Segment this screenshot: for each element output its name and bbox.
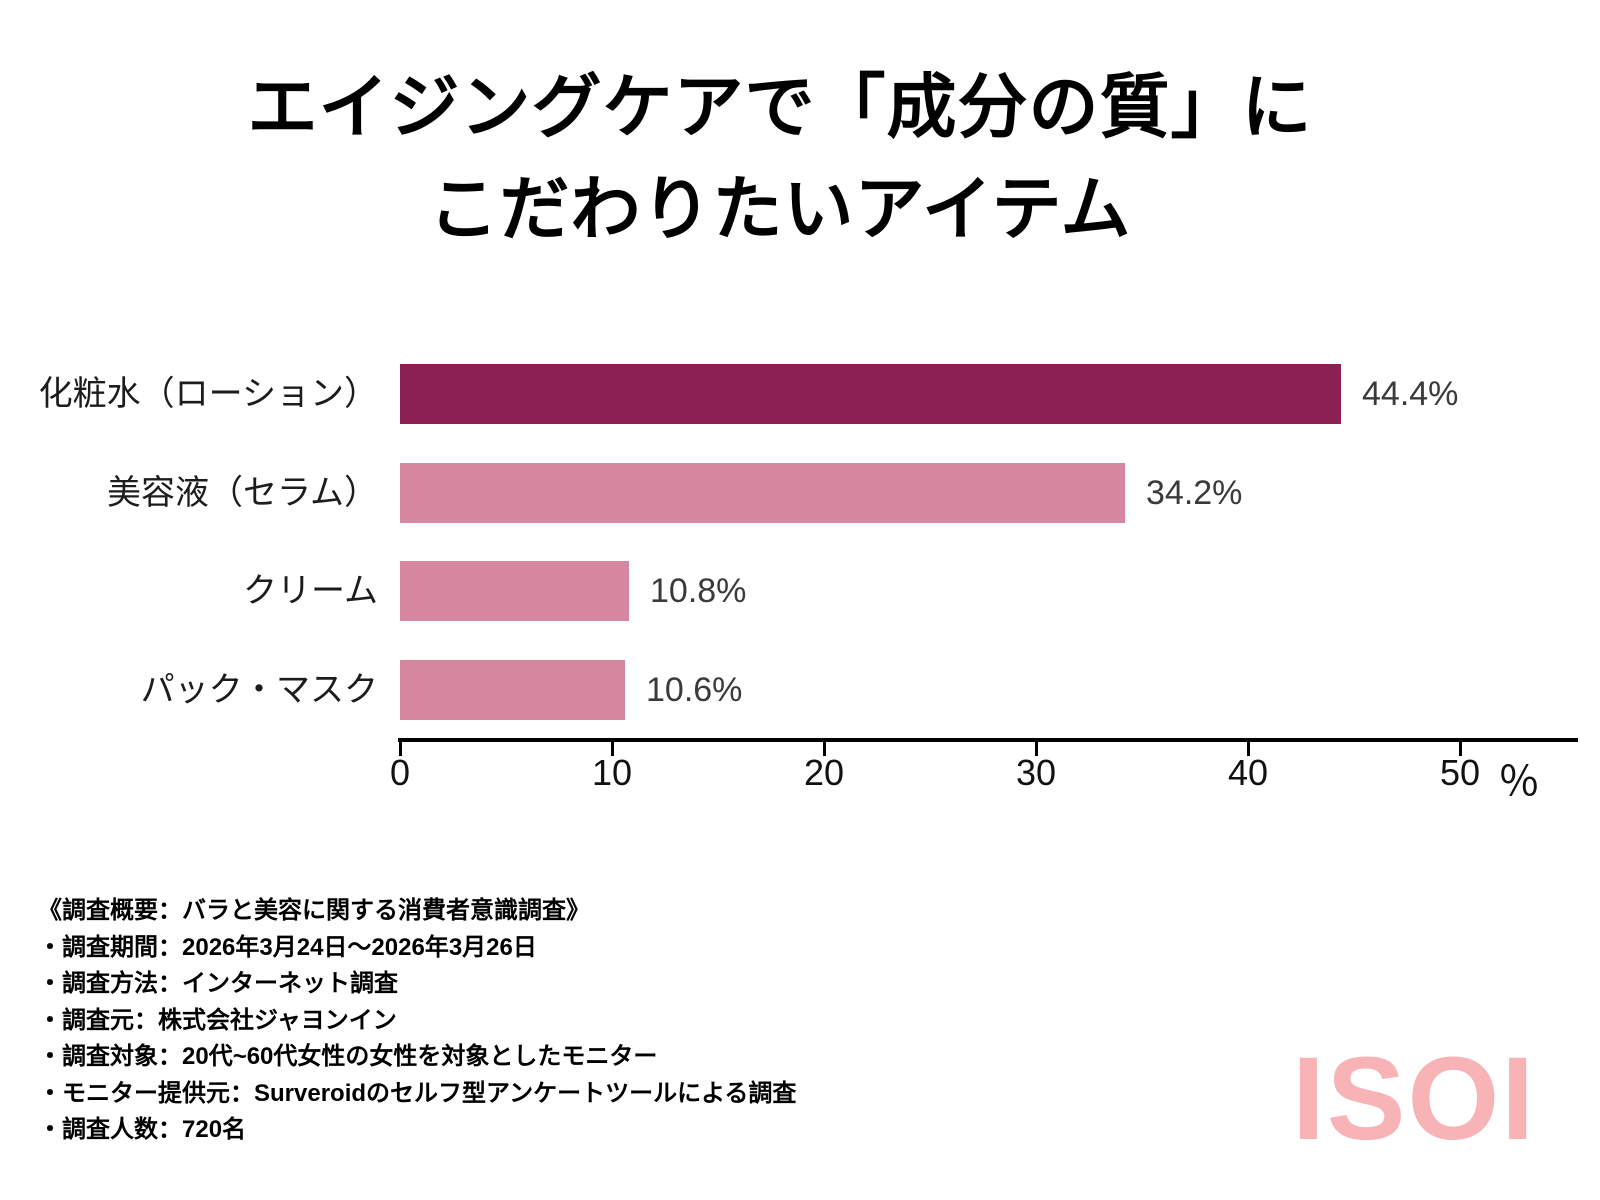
survey-note-line: ・調査期間：2026年3月24日〜2026年3月26日 (38, 933, 537, 961)
bar-3 (400, 561, 629, 621)
survey-note-line: ・調査元：株式会社ジャヨンイン (38, 1006, 397, 1034)
category-label: 美容液（セラム） (107, 474, 378, 512)
page-title: エイジングケアで「成分の質」に こだわりたいアイテム (0, 56, 1560, 260)
survey-note-line: ・モニター提供元：Surveroidのセルフ型アンケートツールによる調査 (38, 1079, 797, 1107)
category-label: パック・マスク (140, 671, 378, 709)
x-axis-tick-mark (823, 738, 826, 756)
survey-note-line: ・調査方法：インターネット調査 (38, 970, 398, 997)
x-axis-tick-label: 10 (591, 752, 633, 793)
category-label: 化粧水（ローション） (38, 375, 378, 413)
brand-logo-isoi: ISOI (1292, 1033, 1537, 1165)
bar-1 (400, 364, 1341, 424)
value-label: 34.2% (1146, 474, 1243, 512)
value-label: 10.6% (646, 671, 743, 709)
x-axis-tick-label: 40 (1227, 752, 1269, 793)
survey-notes: 《調査概要：バラと美容に関する消費者意識調査》 ・調査期間：2026年3月24日〜… (38, 893, 796, 1149)
x-axis-tick-mark (1035, 738, 1038, 756)
title-line-1: エイジングケアで「成分の質」に (247, 68, 1313, 146)
survey-note-line: ・調査人数：720名 (38, 1116, 247, 1143)
bar-4 (400, 660, 625, 720)
x-axis-unit-label: ％ (1498, 758, 1541, 805)
x-axis-tick-label: 50 (1439, 752, 1481, 793)
x-axis-line (398, 738, 1578, 742)
x-axis-tick-mark (399, 738, 402, 756)
x-axis-tick-mark (1247, 738, 1250, 756)
x-axis-tick-label: 30 (1015, 752, 1057, 793)
x-axis-tick-label: 20 (803, 752, 845, 793)
x-axis-tick-mark (611, 738, 614, 756)
title-line-2: こだわりたいアイテム (428, 170, 1132, 248)
value-label: 10.8% (650, 572, 747, 610)
survey-note-line: ・調査対象：20代~60代女性の女性を対象としたモニター (38, 1043, 658, 1070)
survey-note-line: 《調査概要：バラと美容に関する消費者意識調査》 (38, 897, 590, 924)
category-label: クリーム (243, 572, 378, 610)
x-axis-tick-mark (1459, 738, 1462, 756)
value-label: 44.4% (1362, 375, 1459, 413)
bar-2 (400, 463, 1125, 523)
x-axis-tick-label: 0 (389, 752, 411, 793)
